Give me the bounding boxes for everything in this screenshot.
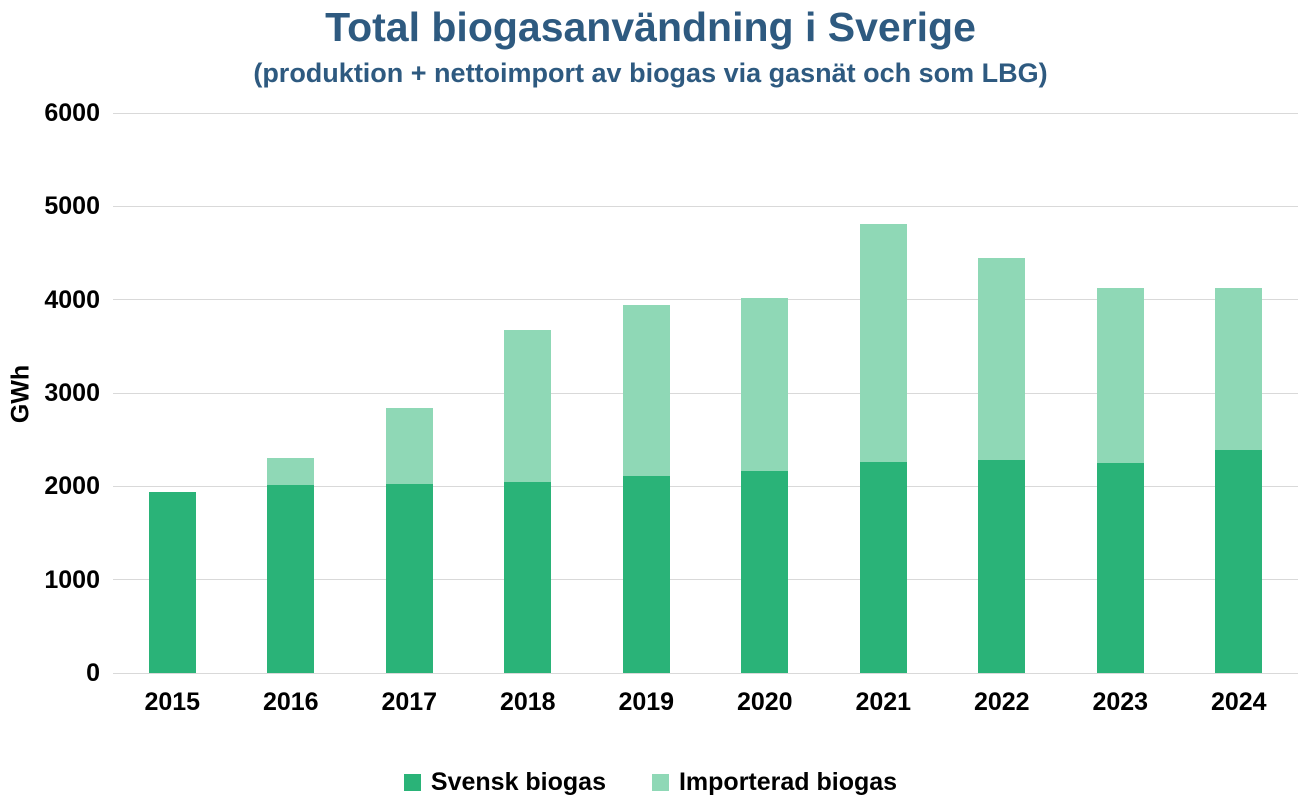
legend-item-svensk: Svensk biogas (403, 768, 606, 797)
y-tick-label: 3000 (44, 379, 100, 407)
bar-2023-svensk-segment (1096, 463, 1144, 673)
legend: Svensk biogas Importerad biogas (0, 768, 1301, 797)
bar-2022 (978, 257, 1026, 673)
y-tick-label: 1000 (44, 565, 100, 594)
bar-2021-import-segment (859, 224, 907, 463)
gridline-1000 (113, 579, 1298, 581)
legend-label-svensk: Svensk biogas (430, 768, 606, 796)
bar-2020 (741, 297, 789, 673)
legend-item-importerad: Importerad biogas (651, 768, 898, 797)
bar-2016 (267, 458, 315, 673)
bar-2022-import-segment (978, 257, 1026, 461)
bar-2023-import-segment (1096, 287, 1144, 463)
bar-2024-svensk-segment (1215, 449, 1263, 673)
bar-2019 (622, 305, 670, 673)
bar-2024-import-segment (1215, 287, 1263, 450)
bar-2015-svensk-segment (148, 491, 196, 673)
x-tick-label-2017: 2017 (381, 688, 438, 716)
bar-2016-import-segment (267, 458, 315, 486)
bar-2019-import-segment (622, 305, 670, 477)
plot-area (113, 112, 1298, 674)
bar-2016-svensk-segment (267, 485, 315, 673)
bar-2020-import-segment (741, 297, 789, 472)
y-tick-label: 2000 (44, 472, 100, 501)
y-tick-label: 0 (86, 659, 100, 687)
bar-2017 (385, 407, 433, 673)
x-tick-label-2022: 2022 (973, 688, 1030, 716)
gridline-4000 (113, 299, 1298, 301)
x-tick-label-2019: 2019 (618, 688, 675, 716)
x-tick-label-2016: 2016 (262, 688, 319, 716)
gridline-6000 (113, 112, 1298, 114)
y-tick-label: 6000 (44, 99, 100, 127)
bar-2017-import-segment (385, 407, 433, 484)
gridline-2000 (113, 485, 1298, 487)
x-tick-label-2015: 2015 (144, 688, 201, 716)
x-tick-label-2020: 2020 (736, 688, 793, 716)
chart-subtitle: (produktion + nettoimport av biogas via … (253, 58, 1048, 88)
gridline-5000 (113, 205, 1298, 207)
x-tick-label-2023: 2023 (1092, 688, 1149, 716)
bar-2024 (1215, 287, 1263, 673)
x-tick-label-2024: 2024 (1210, 688, 1267, 716)
bar-2021 (859, 224, 907, 673)
y-tick-label: 5000 (44, 192, 100, 221)
gridline-0 (113, 672, 1298, 674)
bar-2021-svensk-segment (859, 462, 907, 673)
bar-2015 (148, 491, 196, 673)
bar-2023 (1096, 287, 1144, 673)
gridline-3000 (113, 392, 1298, 394)
legend-swatch-importerad (651, 774, 669, 791)
y-tick-label: 4000 (44, 285, 100, 314)
legend-swatch-svensk (403, 774, 421, 791)
bar-2018-import-segment (504, 329, 552, 482)
chart-title: Total biogasanvändning i Sverige (325, 4, 976, 50)
bar-2020-svensk-segment (741, 471, 789, 673)
bar-2022-svensk-segment (978, 460, 1026, 673)
bar-2017-svensk-segment (385, 483, 433, 673)
legend-label-importerad: Importerad biogas (678, 768, 898, 796)
bar-2019-svensk-segment (622, 476, 670, 673)
bar-2018 (504, 329, 552, 673)
x-tick-label-2021: 2021 (855, 688, 912, 716)
x-tick-label-2018: 2018 (499, 688, 556, 716)
bar-2018-svensk-segment (504, 481, 552, 673)
